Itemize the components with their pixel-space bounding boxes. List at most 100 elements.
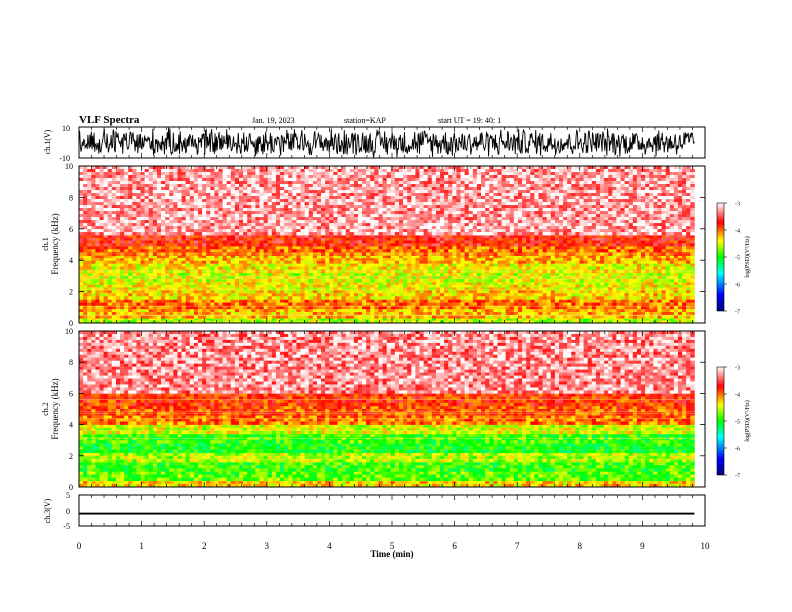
- spec-cell: [202, 302, 207, 307]
- spec-cell: [604, 287, 609, 291]
- spec-cell: [251, 272, 256, 277]
- spec-cell: [641, 287, 646, 291]
- spec-cell: [485, 302, 490, 307]
- spec-cell: [362, 293, 367, 297]
- spec-cell: [390, 299, 396, 303]
- spec-cell: [161, 275, 166, 280]
- spec-cell: [169, 172, 174, 176]
- spec-cell: [517, 296, 523, 300]
- spec-cell: [238, 279, 244, 283]
- spec-cell: [362, 279, 367, 283]
- spec-cell: [132, 175, 137, 179]
- spec-cell: [546, 287, 552, 291]
- spec-cell: [87, 308, 92, 313]
- spec-cell: [583, 272, 589, 277]
- spec-cell: [415, 272, 420, 277]
- spec-cell: [316, 275, 322, 280]
- spec-cell: [444, 235, 449, 239]
- spec-cell: [210, 318, 215, 321]
- spec-cell: [686, 296, 691, 300]
- spec-cell: [341, 282, 347, 286]
- spec-cell: [501, 284, 507, 288]
- spec-cell: [243, 279, 248, 283]
- spec-cell: [353, 235, 359, 239]
- spec-cell: [83, 308, 88, 313]
- spec-cell: [673, 318, 679, 321]
- spec-cell: [616, 287, 621, 291]
- spec-cell: [144, 260, 150, 264]
- spec-cell: [308, 290, 314, 294]
- spec-cell: [218, 308, 223, 313]
- spec-cell: [394, 299, 400, 303]
- spec-cell: [271, 246, 277, 250]
- spec-cell: [645, 299, 650, 303]
- spec-cell: [243, 246, 248, 250]
- spec-cell: [234, 249, 240, 253]
- spec-cell: [398, 237, 404, 241]
- spec-cell: [292, 320, 297, 324]
- spec-cell: [641, 296, 646, 300]
- spec-cell: [526, 172, 531, 176]
- spec-cell: [501, 243, 507, 247]
- spec-cell: [197, 235, 203, 239]
- spec-cell: [423, 290, 429, 294]
- spec-cell: [259, 172, 265, 176]
- spec-cell: [271, 169, 277, 173]
- spec-cell: [538, 260, 543, 264]
- spec-cell: [682, 299, 687, 303]
- spec-cell: [567, 312, 572, 316]
- spec-cell: [407, 246, 412, 250]
- spec-cell: [300, 258, 306, 262]
- spec-cell: [497, 284, 502, 288]
- spec-cell: [563, 166, 568, 170]
- spec-cell: [649, 287, 654, 291]
- spec-cell: [214, 284, 219, 288]
- spec-cell: [579, 240, 584, 244]
- spec-cell: [673, 308, 679, 313]
- spec-cell: [349, 275, 355, 280]
- spec-cell: [534, 312, 539, 316]
- spec-cell: [374, 249, 379, 253]
- spec-cell: [649, 169, 654, 173]
- spec-cell: [657, 302, 662, 307]
- spec-cell: [366, 287, 371, 291]
- spec-cell: [632, 320, 638, 324]
- spec-cell: [296, 284, 301, 288]
- spec-cell: [522, 308, 527, 313]
- spec-cell: [661, 166, 667, 170]
- spec-cell: [267, 240, 273, 244]
- spec-cell: [632, 293, 638, 297]
- spec-cell: [115, 305, 121, 310]
- spec-cell: [165, 308, 170, 313]
- spec-cell: [661, 293, 667, 297]
- spec-cell: [587, 299, 593, 303]
- spec-cell: [563, 290, 568, 294]
- spec-cell: [222, 299, 228, 303]
- spec-cell: [353, 272, 359, 277]
- spec-cell: [280, 315, 285, 319]
- spec-cell: [464, 312, 470, 316]
- spec-cell: [563, 249, 568, 253]
- spec-cell: [645, 302, 650, 307]
- spec-cell: [407, 308, 412, 313]
- spec-cell: [431, 312, 437, 316]
- spec-cell: [501, 287, 507, 291]
- spec-cell: [83, 275, 88, 280]
- spec-cell: [362, 240, 367, 244]
- spec-cell: [415, 258, 420, 262]
- spec-cell: [583, 249, 589, 253]
- spec-cell: [165, 296, 170, 300]
- spec-cell: [481, 287, 486, 291]
- spec-cell: [316, 169, 322, 173]
- spec-cell: [161, 305, 166, 310]
- spec-cell: [464, 296, 470, 300]
- ch1-waveform-trace: [78, 127, 695, 158]
- spec-cell: [620, 263, 626, 267]
- spec-cell: [111, 166, 117, 170]
- spec-cell: [378, 258, 383, 262]
- spec-cell: [456, 308, 461, 313]
- spec-cell: [472, 318, 478, 321]
- spec-cell: [144, 305, 150, 310]
- spec-cell: [181, 275, 187, 280]
- spec-cell: [136, 320, 141, 324]
